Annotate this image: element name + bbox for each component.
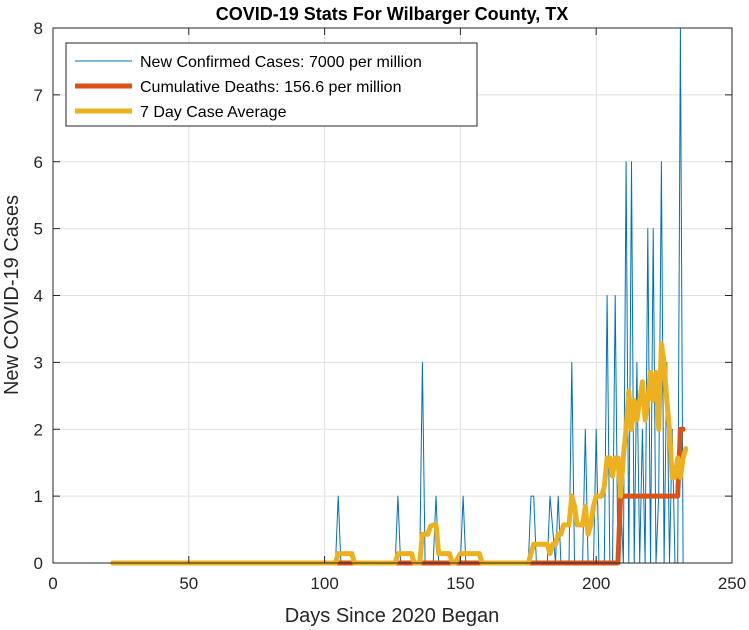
series-7-day-average [110,341,689,566]
x-tick-label: 250 [718,574,746,593]
y-axis-label: New COVID-19 Cases [1,195,23,395]
chart-title: COVID-19 Stats For Wilbarger County, TX [216,4,569,24]
legend: New Confirmed Cases: 7000 per million Cu… [65,42,478,127]
legend-label-7-day-average: 7 Day Case Average [140,104,287,121]
y-tick-label: 0 [34,554,43,573]
legend-label-cumulative-deaths: Cumulative Deaths: 156.6 per million [140,79,401,96]
tick-marks [52,27,733,564]
y-tick-label: 6 [34,153,43,172]
x-tick-label: 150 [446,574,474,593]
x-tick-label: 50 [179,574,198,593]
y-tick-label: 5 [34,220,43,239]
x-axis-label: Days Since 2020 Began [285,605,500,627]
x-tick-label: 200 [582,574,610,593]
y-tick-label: 4 [34,287,43,306]
y-tick-label: 7 [34,86,43,105]
x-tick-label: 0 [48,574,57,593]
x-tick-label: 100 [310,574,338,593]
legend-box [65,42,478,127]
legend-label-new-cases: New Confirmed Cases: 7000 per million [140,54,422,71]
y-tick-label: 8 [34,19,43,38]
y-tick-label: 1 [34,487,43,506]
y-tick-label: 2 [34,420,43,439]
y-tick-label: 3 [34,353,43,372]
tick-labels: 0 50 100 150 200 250 0 1 2 3 4 5 6 7 8 [34,19,747,593]
